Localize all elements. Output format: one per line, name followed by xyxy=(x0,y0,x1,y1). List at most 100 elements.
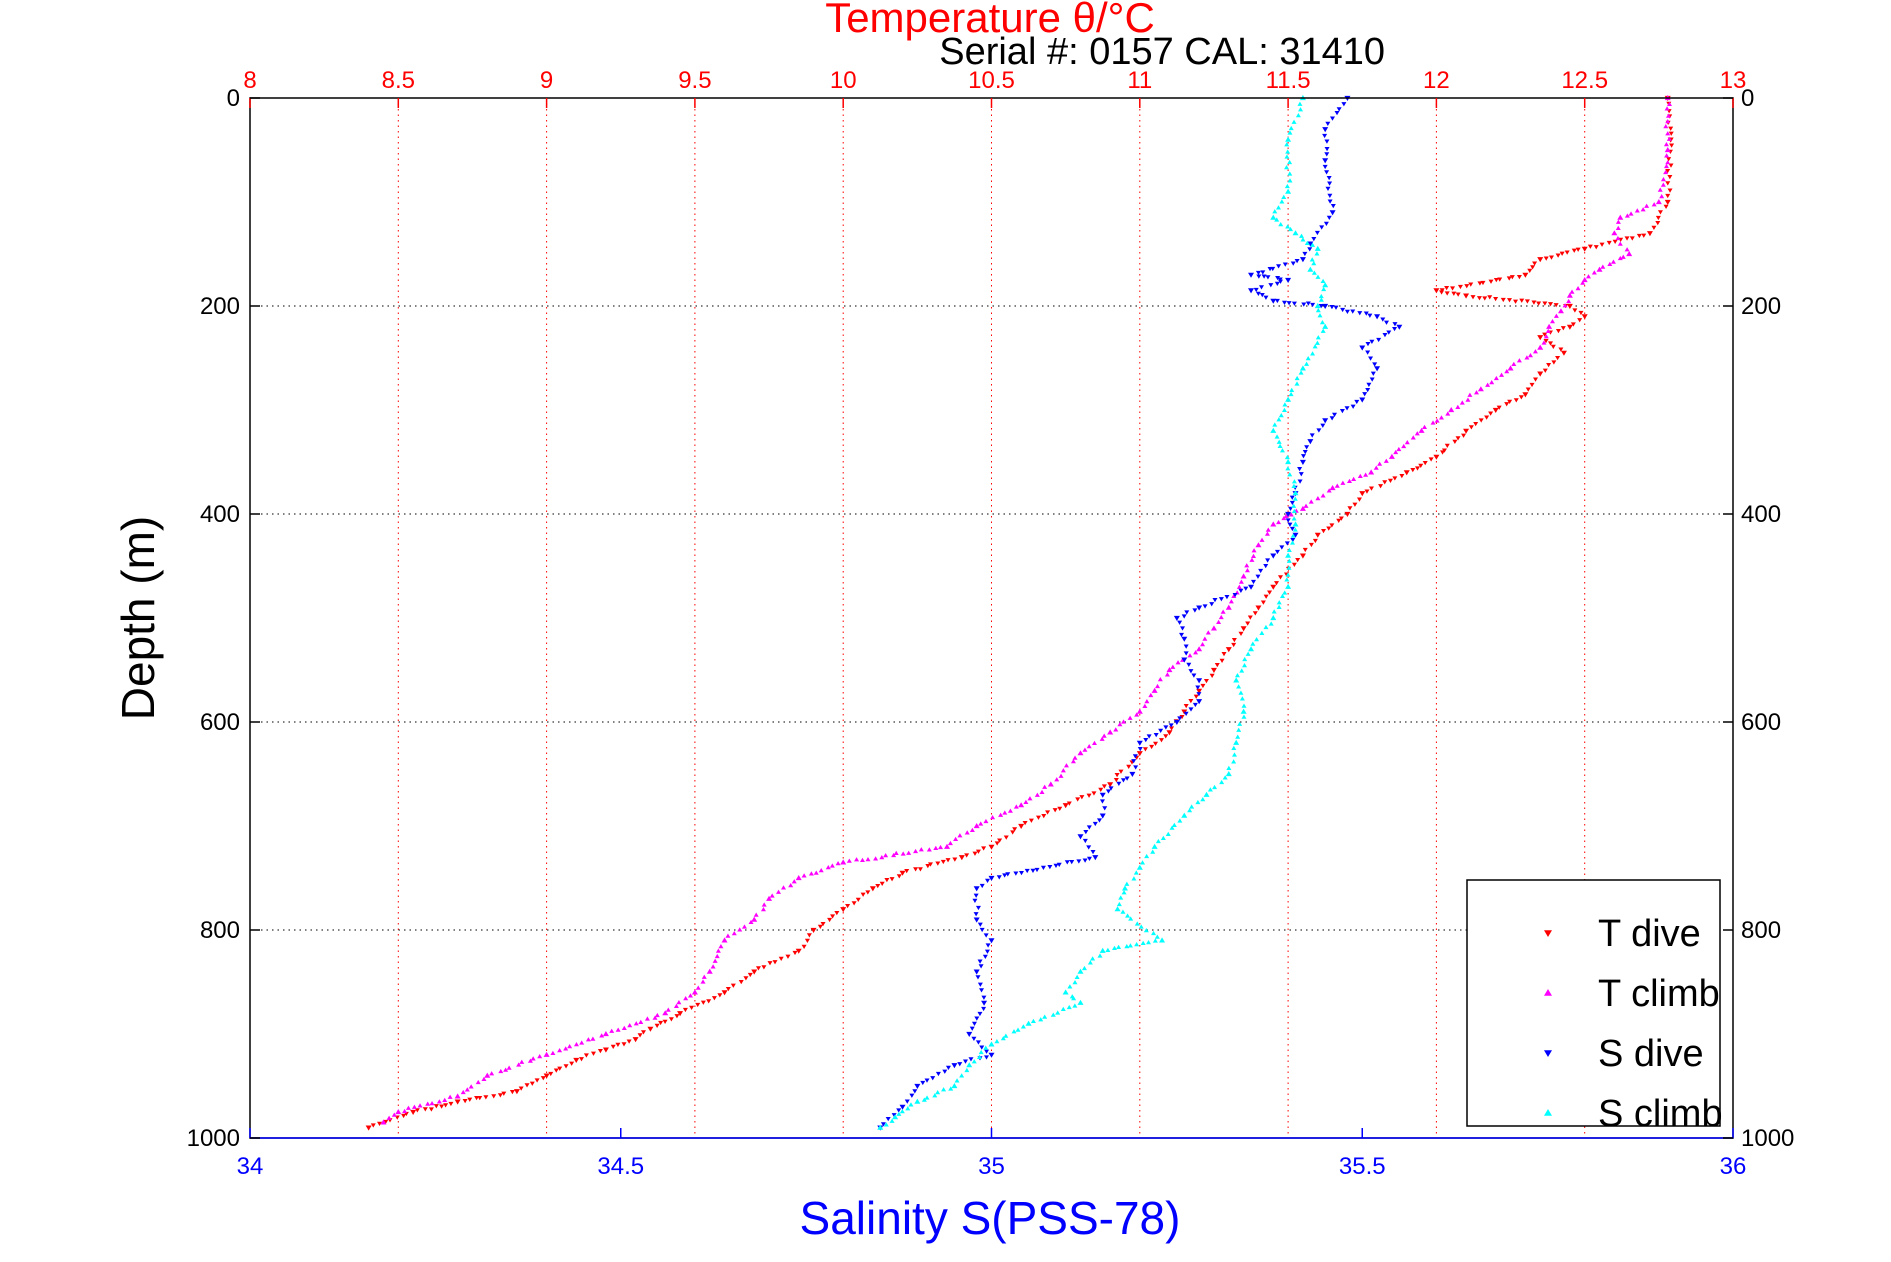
data-point xyxy=(1279,199,1285,204)
data-point xyxy=(1555,328,1561,334)
data-point xyxy=(1169,825,1175,830)
data-point xyxy=(1228,599,1234,604)
data-point xyxy=(1410,467,1416,473)
salinity-tick-label: 35 xyxy=(978,1153,1005,1180)
data-point xyxy=(1302,251,1308,257)
data-point xyxy=(1138,924,1144,929)
data-point xyxy=(1286,301,1292,306)
data-point xyxy=(951,1083,958,1089)
data-point xyxy=(1387,478,1393,483)
data-point xyxy=(1433,454,1440,460)
data-point xyxy=(935,1071,941,1077)
data-point xyxy=(1124,943,1130,949)
data-point xyxy=(899,1109,905,1114)
data-point xyxy=(1164,672,1170,677)
data-point xyxy=(676,1000,682,1005)
data-point xyxy=(984,1049,990,1054)
data-point xyxy=(1336,107,1342,112)
data-point xyxy=(1291,119,1297,124)
data-point xyxy=(1131,876,1137,881)
temperature-tick-label: 10.5 xyxy=(968,67,1015,94)
data-point xyxy=(1476,296,1482,301)
data-point xyxy=(1665,193,1671,199)
data-point xyxy=(1003,1033,1009,1038)
data-point xyxy=(1311,270,1317,275)
data-point xyxy=(1593,245,1599,250)
data-point xyxy=(998,812,1004,817)
data-point xyxy=(751,969,758,975)
data-point xyxy=(1665,131,1671,136)
data-point xyxy=(1111,945,1117,951)
data-point xyxy=(1000,1036,1006,1041)
data-point xyxy=(1090,850,1096,855)
data-point xyxy=(386,1115,392,1120)
data-point xyxy=(1499,372,1505,377)
data-point xyxy=(1665,113,1671,118)
data-point xyxy=(1320,278,1326,283)
data-point xyxy=(924,1078,930,1083)
data-point xyxy=(1193,650,1199,655)
data-point xyxy=(1255,605,1262,611)
data-point xyxy=(1250,579,1256,585)
depth-axis-label: Depth (m) xyxy=(112,516,164,720)
data-point xyxy=(1665,119,1671,124)
data-point xyxy=(1072,755,1078,760)
data-point xyxy=(414,1108,420,1113)
data-point xyxy=(1284,164,1290,170)
data-point xyxy=(1307,266,1314,272)
data-point xyxy=(1315,307,1321,313)
data-point xyxy=(1202,636,1208,641)
data-point xyxy=(1151,843,1158,849)
data-point xyxy=(573,1057,580,1063)
data-point xyxy=(1238,690,1244,695)
data-point xyxy=(1444,286,1450,291)
data-point xyxy=(1596,266,1603,272)
data-point xyxy=(971,1021,977,1026)
data-point xyxy=(1144,853,1150,859)
data-point xyxy=(1370,371,1376,376)
data-point xyxy=(1464,284,1470,289)
data-point xyxy=(1392,327,1398,332)
data-point xyxy=(429,1100,435,1106)
data-point xyxy=(1255,574,1261,579)
data-point xyxy=(1022,821,1028,826)
data-point xyxy=(958,855,965,861)
data-point xyxy=(1482,296,1488,301)
data-point xyxy=(721,990,728,996)
data-point xyxy=(1124,881,1130,886)
data-point xyxy=(1439,290,1445,295)
data-point xyxy=(573,1042,579,1047)
data-point xyxy=(1324,147,1330,152)
data-point xyxy=(1513,398,1519,403)
data-point xyxy=(1077,834,1084,840)
data-point xyxy=(443,1103,449,1108)
data-point xyxy=(1279,448,1285,453)
data-point xyxy=(1120,778,1126,783)
data-point xyxy=(1238,631,1244,636)
data-point xyxy=(1277,279,1283,284)
data-point xyxy=(1177,716,1183,721)
depth-tick-label-right: 600 xyxy=(1741,709,1781,736)
data-point xyxy=(1107,782,1114,788)
data-point xyxy=(1315,274,1321,279)
data-point xyxy=(860,892,866,897)
data-point xyxy=(1291,301,1297,306)
salinity-tick-label: 36 xyxy=(1720,1153,1747,1180)
data-point xyxy=(1364,489,1370,494)
data-point xyxy=(1572,308,1578,313)
data-point xyxy=(1366,382,1372,388)
data-point xyxy=(804,938,810,944)
data-point xyxy=(1062,989,1069,995)
data-point xyxy=(1179,715,1185,720)
data-point xyxy=(1168,723,1174,728)
temperature-tick-label: 8.5 xyxy=(382,67,415,94)
data-point xyxy=(1489,379,1495,385)
temperature-tick-label: 11 xyxy=(1127,67,1152,94)
data-point xyxy=(1660,182,1666,187)
data-point xyxy=(1053,863,1059,869)
data-point xyxy=(481,1076,487,1081)
data-point xyxy=(1271,609,1277,614)
data-point xyxy=(1074,974,1080,979)
data-point xyxy=(1666,136,1672,141)
data-point xyxy=(1225,604,1232,610)
